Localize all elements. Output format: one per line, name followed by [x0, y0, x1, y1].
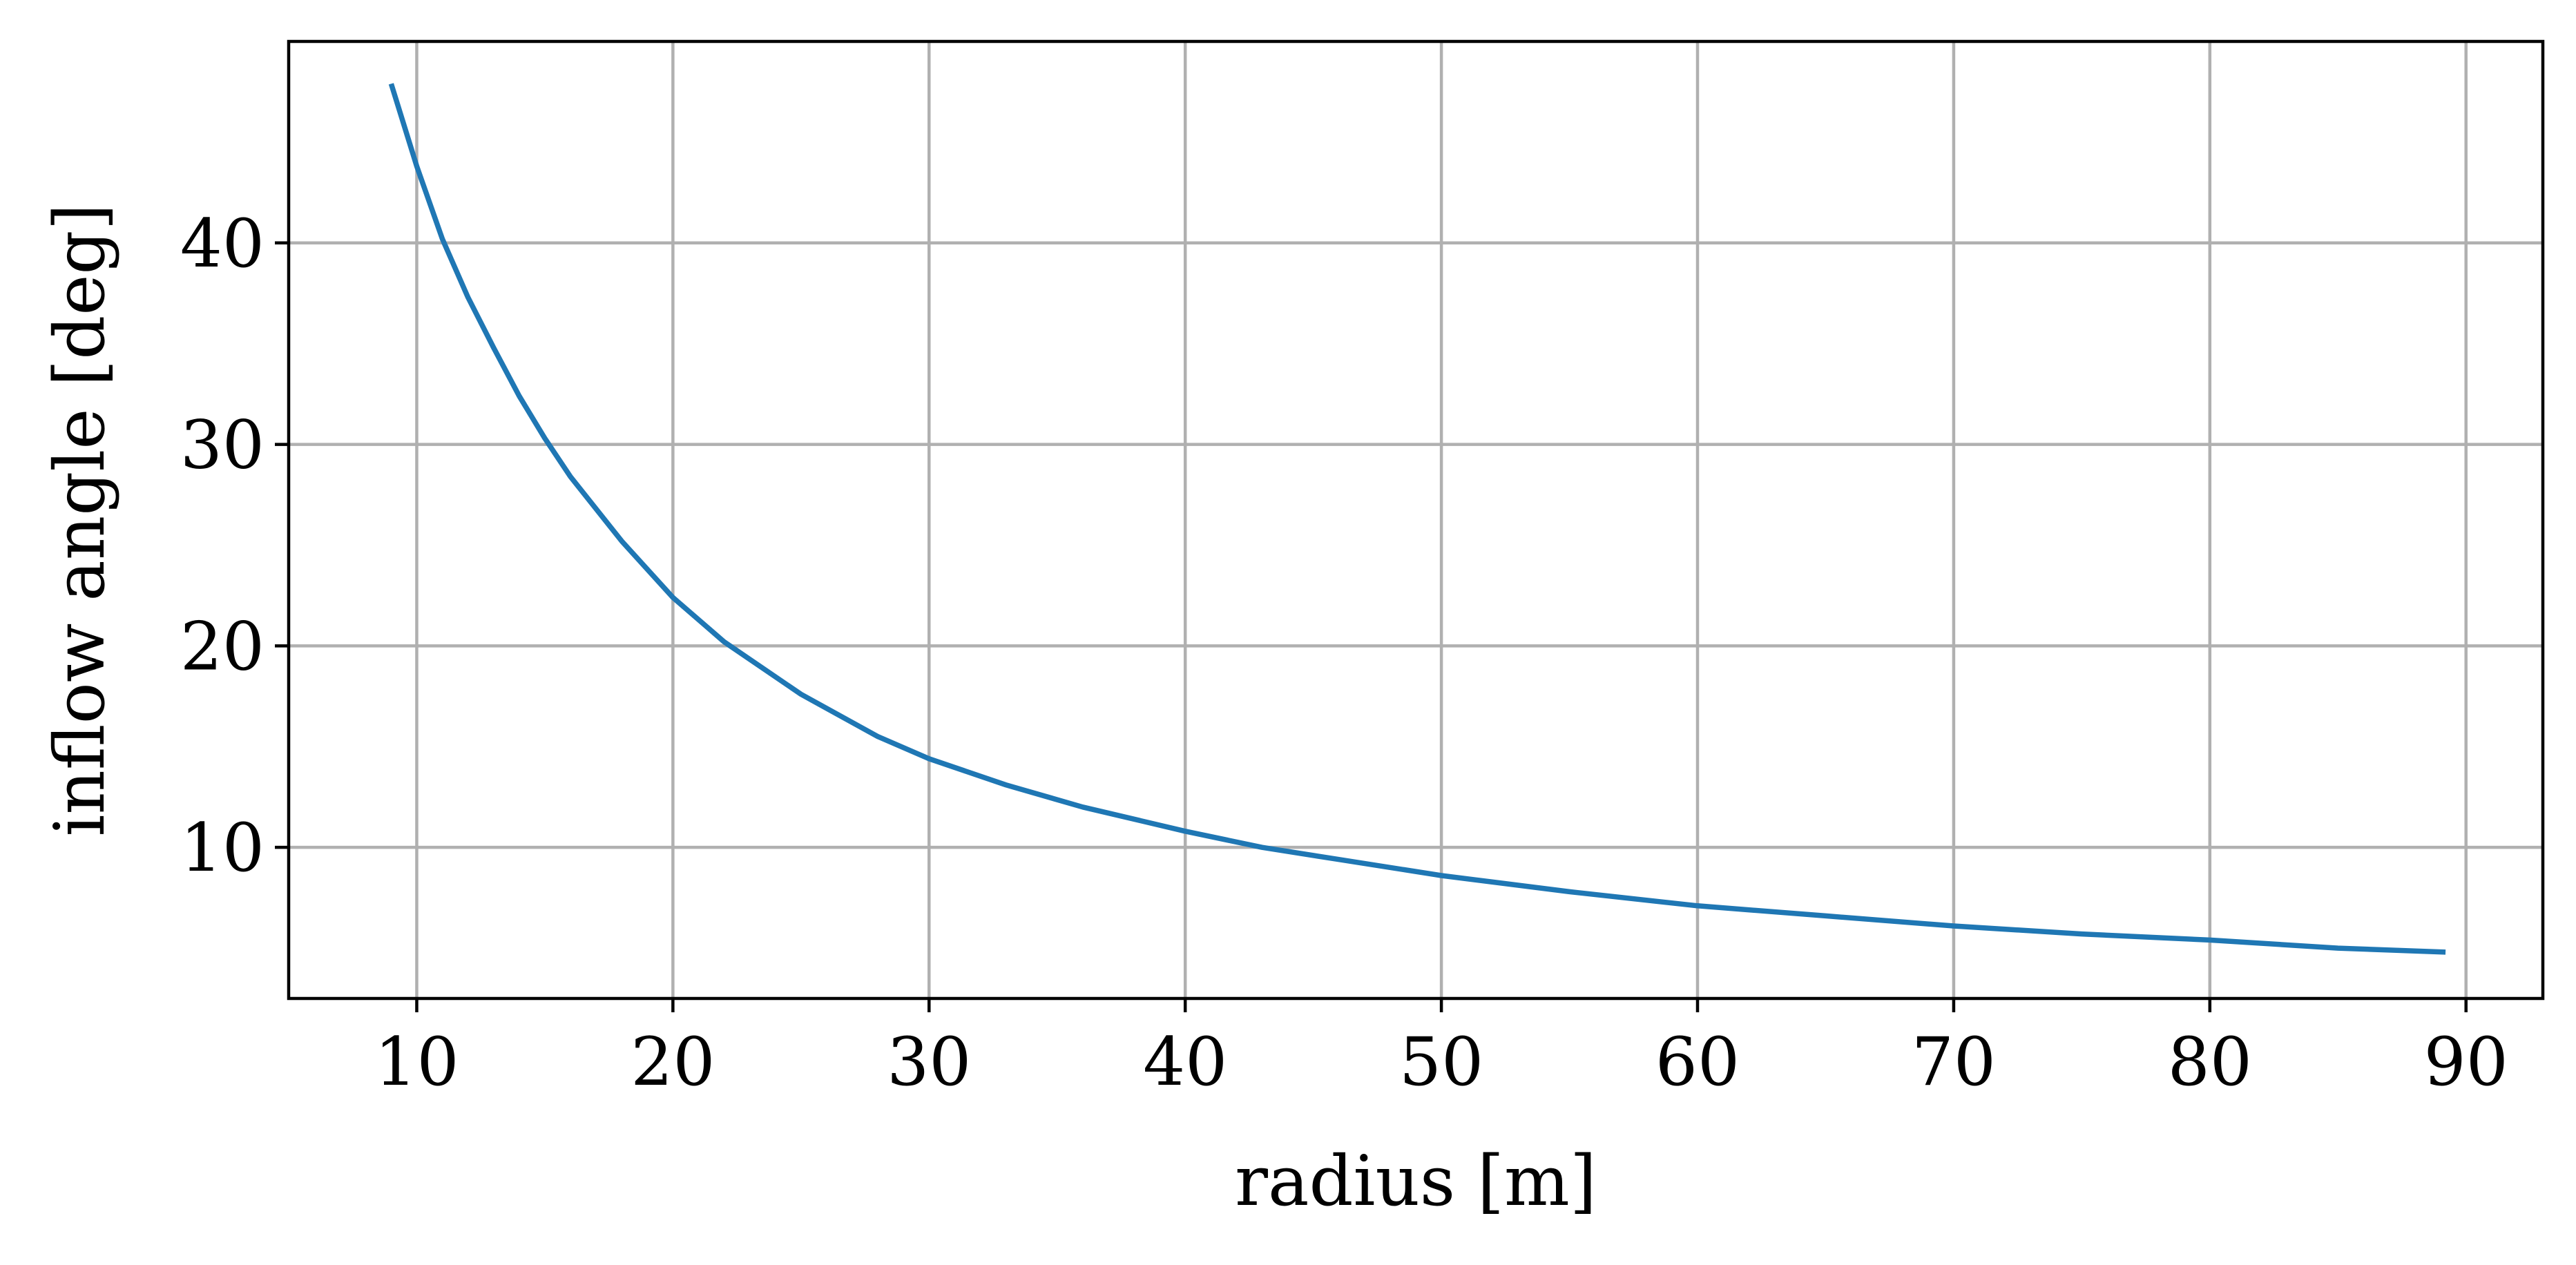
x-tick-label: 10 — [374, 1023, 459, 1101]
y-tick-label: 40 — [180, 205, 265, 282]
x-tick-label: 30 — [887, 1023, 971, 1101]
y-axis-title: inflow angle [deg] — [39, 204, 120, 837]
y-tick-label: 30 — [180, 407, 265, 484]
series-layer — [388, 83, 2446, 955]
x-tick-label: 40 — [1143, 1023, 1227, 1101]
y-tick-label: 10 — [180, 809, 265, 887]
x-tick-label: 60 — [1655, 1023, 1740, 1101]
series-line — [388, 83, 2446, 955]
grid — [289, 41, 2543, 998]
x-tick-label: 50 — [1399, 1023, 1483, 1101]
x-tick-label: 20 — [631, 1023, 715, 1101]
plot-frame — [287, 39, 2545, 1001]
y-tick-label: 20 — [180, 608, 265, 685]
x-tick-label: 70 — [1912, 1023, 1996, 1101]
ticks: 10 20 30 40 50 60 70 80 90 10 20 30 40 — [180, 205, 2508, 1101]
x-axis-title: radius [m] — [1235, 1141, 1597, 1221]
x-tick-label: 90 — [2424, 1023, 2508, 1101]
x-tick-label: 80 — [2168, 1023, 2252, 1101]
